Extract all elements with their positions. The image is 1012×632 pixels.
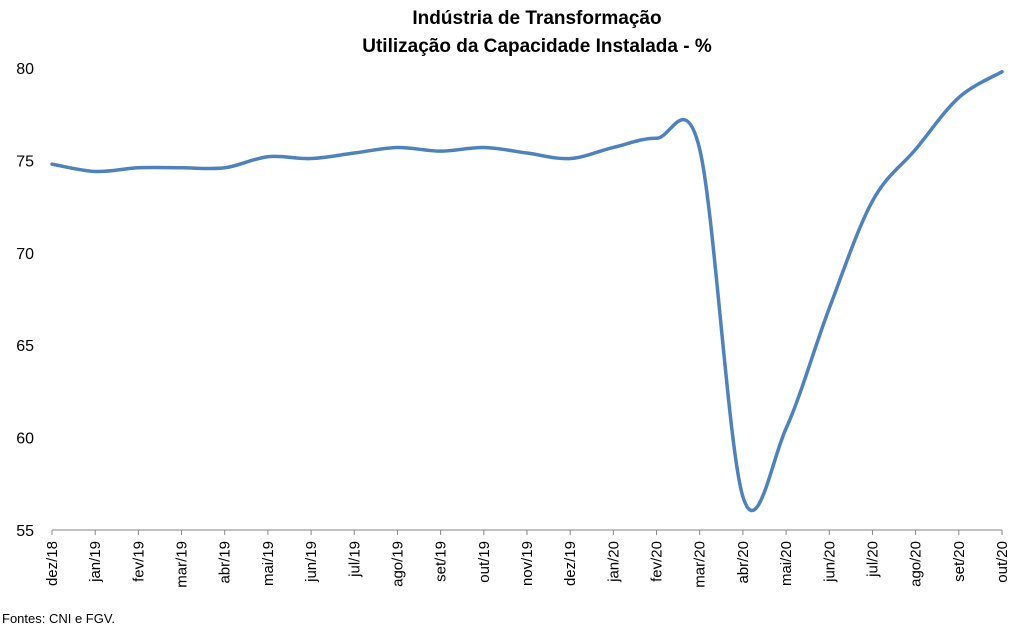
data-point xyxy=(136,166,140,170)
data-point xyxy=(870,199,874,203)
x-tick-label: jan/20 xyxy=(605,541,622,583)
data-point xyxy=(568,157,572,161)
data-point xyxy=(439,149,443,153)
series-layer xyxy=(50,69,1004,513)
x-tick-label: ago/19 xyxy=(389,541,406,587)
x-tick-label: nov/19 xyxy=(519,541,536,586)
x-tick-label: ago/20 xyxy=(908,541,925,587)
y-tick-label: 70 xyxy=(16,246,34,263)
chart-subtitle: Utilização da Capacidade Instalada - % xyxy=(362,36,712,57)
data-point xyxy=(957,96,961,100)
x-axis: dez/18 jan/19 fev/19 mar/19 abr/19 mai/19 jun/… xyxy=(44,529,1011,588)
series-line-0 xyxy=(50,69,1004,513)
data-point xyxy=(395,145,399,149)
y-tick-label: 80 xyxy=(16,61,34,78)
x-tick-label: fev/19 xyxy=(130,541,147,582)
x-tick-label: mar/19 xyxy=(174,541,191,588)
x-tick-label: set/19 xyxy=(433,541,450,582)
data-point xyxy=(93,169,97,173)
x-tick-label: out/19 xyxy=(476,541,493,583)
x-tick-label: jun/20 xyxy=(821,541,838,583)
x-tick-label: jan/19 xyxy=(87,541,104,583)
x-tick-label: mai/19 xyxy=(260,541,277,586)
data-point xyxy=(741,495,745,499)
data-point xyxy=(525,151,529,155)
x-tick-label: jul/19 xyxy=(346,541,363,578)
x-tick-label: abr/19 xyxy=(217,541,234,584)
y-tick-label: 60 xyxy=(16,431,34,448)
data-point xyxy=(827,306,831,310)
x-tick-label: mar/20 xyxy=(692,541,709,588)
y-axis-tick-labels: 55 60 65 70 75 80 xyxy=(16,61,34,540)
data-point xyxy=(180,166,184,170)
data-point xyxy=(655,136,659,140)
data-point xyxy=(784,426,788,430)
y-tick-label: 75 xyxy=(16,153,34,170)
x-tick-label: abr/20 xyxy=(735,541,752,584)
data-point xyxy=(914,147,918,151)
x-tick-label: fev/20 xyxy=(649,541,666,582)
data-point xyxy=(1000,70,1004,74)
data-point xyxy=(223,166,227,170)
x-tick-label: set/20 xyxy=(951,541,968,582)
x-tick-label: mai/20 xyxy=(778,541,795,586)
x-tick-label: dez/18 xyxy=(44,541,61,586)
x-tick-label: jul/20 xyxy=(864,541,881,578)
x-tick-label: out/20 xyxy=(994,541,1011,583)
x-tick-label: dez/19 xyxy=(562,541,579,586)
y-tick-label: 65 xyxy=(16,338,34,355)
data-point xyxy=(266,155,270,159)
data-point xyxy=(309,157,313,161)
data-point xyxy=(611,145,615,149)
source-note: Fontes: CNI e FGV. xyxy=(2,611,115,626)
data-point xyxy=(352,151,356,155)
x-tick-label: jun/19 xyxy=(303,541,320,583)
data-point xyxy=(482,145,486,149)
data-point xyxy=(50,162,54,166)
line-chart: 55 60 65 70 75 80 dez/18 jan/19 fev/19 mar/19 abr… xyxy=(16,61,1011,588)
data-point xyxy=(698,147,702,151)
chart-title: Indústria de Transformação xyxy=(412,8,662,29)
y-tick-label: 55 xyxy=(16,523,34,540)
